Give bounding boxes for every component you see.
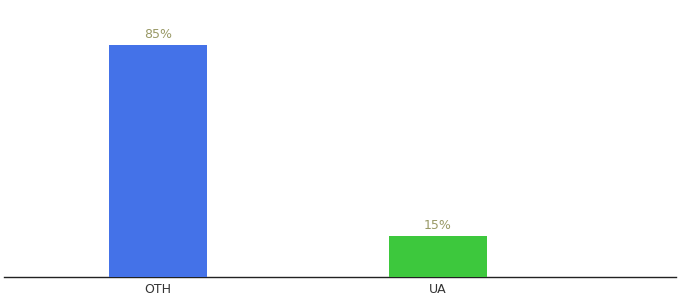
Bar — [389, 236, 487, 277]
Bar — [109, 45, 207, 277]
Text: 15%: 15% — [424, 219, 452, 232]
Text: 85%: 85% — [144, 28, 172, 41]
